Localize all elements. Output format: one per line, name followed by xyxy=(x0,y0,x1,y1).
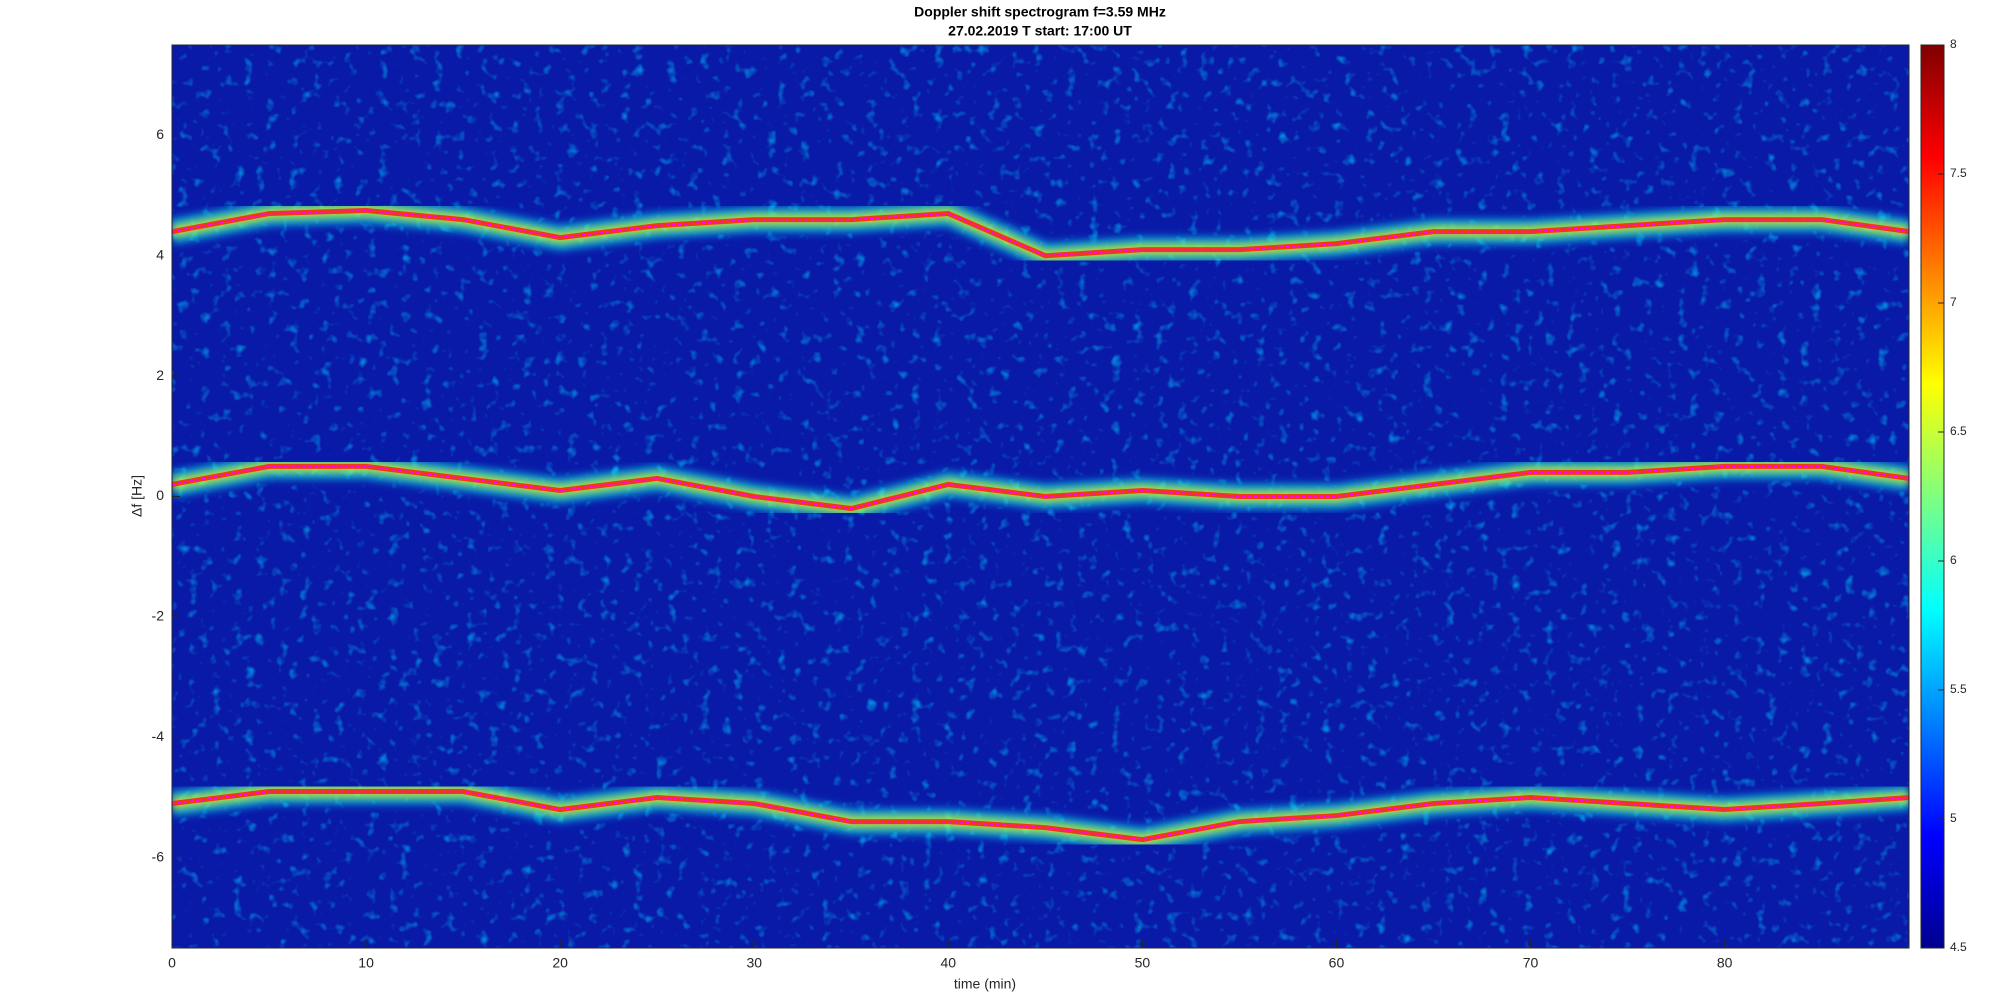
y-tick-label: 4 xyxy=(156,246,164,262)
x-tick-label: 60 xyxy=(1329,955,1345,971)
trace-line xyxy=(172,790,1909,841)
x-tick-label: 80 xyxy=(1717,955,1733,971)
y-axis-label: Δf [Hz] xyxy=(129,475,145,517)
x-axis-label: time (min) xyxy=(954,976,1016,992)
chart-subtitle: 27.02.2019 T start: 17:00 UT xyxy=(948,23,1132,39)
colorbar-tick-label: 8 xyxy=(1950,37,1957,51)
y-tick-label: -2 xyxy=(152,608,165,624)
trace-line xyxy=(172,465,1909,510)
colorbar-tick-label: 7.5 xyxy=(1950,166,1967,180)
x-tick-label: 70 xyxy=(1523,955,1539,971)
colorbar xyxy=(1920,44,1945,949)
y-tick-label: -4 xyxy=(152,728,165,744)
x-tick-label: 30 xyxy=(746,955,762,971)
colorbar-tick-label: 5.5 xyxy=(1950,682,1967,696)
x-tick-label: 50 xyxy=(1135,955,1151,971)
colorbar-tick-label: 6.5 xyxy=(1950,424,1967,438)
colorbar-tick-label: 4.5 xyxy=(1950,940,1967,954)
y-tick-label: 0 xyxy=(156,487,164,503)
colorbar-tick-label: 7 xyxy=(1950,295,1957,309)
plot-area xyxy=(172,45,1909,948)
y-tick-label: -6 xyxy=(152,848,165,864)
y-tick-label: 6 xyxy=(156,126,164,142)
y-tick-label: 2 xyxy=(156,367,164,383)
colorbar-tick-label: 5 xyxy=(1950,811,1957,825)
colorbar-tick-label: 6 xyxy=(1950,553,1957,567)
x-tick-label: 20 xyxy=(552,955,568,971)
x-tick-label: 0 xyxy=(168,955,176,971)
trace-line xyxy=(172,209,1909,257)
chart-title: Doppler shift spectrogram f=3.59 MHz xyxy=(914,4,1166,20)
x-tick-label: 40 xyxy=(941,955,957,971)
x-tick-label: 10 xyxy=(358,955,374,971)
